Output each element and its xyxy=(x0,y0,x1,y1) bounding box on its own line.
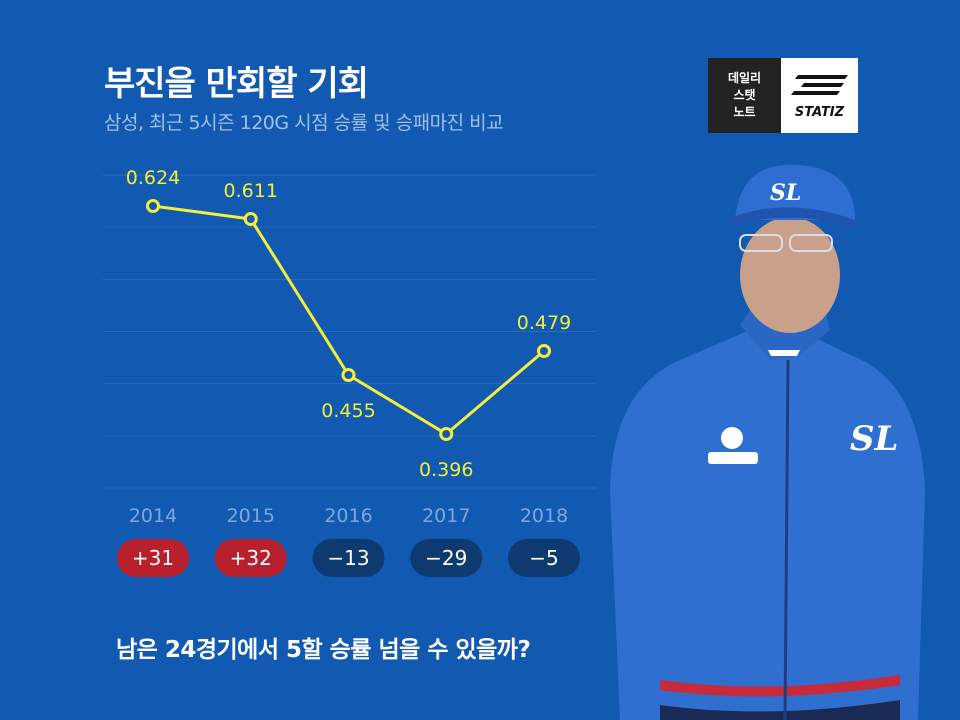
chest-logo-icon: SL xyxy=(850,419,898,459)
x-tick-label: 2014 xyxy=(129,505,177,527)
chart-labels-layer: 0.624 0.611 0.455 0.396 0.479 2014 2015 2016 201… xyxy=(126,167,571,527)
data-point xyxy=(539,346,550,357)
x-tick-label: 2015 xyxy=(227,505,275,527)
margin-badge-label: −29 xyxy=(425,546,467,570)
margin-badge-label: −13 xyxy=(327,546,369,570)
margin-badge-label: −5 xyxy=(529,546,558,570)
margin-badge-label: +31 xyxy=(132,546,174,570)
x-tick-label: 2016 xyxy=(324,505,372,527)
margin-badges-layer: +31 +32 −13 −29 −5 xyxy=(117,539,580,577)
data-label: 0.611 xyxy=(224,180,278,202)
data-point xyxy=(245,214,256,225)
x-tick-label: 2017 xyxy=(422,505,470,527)
x-tick-label: 2018 xyxy=(520,505,568,527)
data-label: 0.624 xyxy=(126,167,180,189)
margin-badge-label: +32 xyxy=(230,546,272,570)
data-point xyxy=(343,370,354,381)
data-label: 0.396 xyxy=(419,459,473,481)
data-label: 0.479 xyxy=(517,312,571,334)
cap-logo-icon: SL xyxy=(770,180,801,206)
footer-question: 남은 24경기에서 5할 승률 넘을 수 있을까? xyxy=(116,630,530,664)
manager-photo: SL SL xyxy=(600,160,940,720)
data-label: 0.455 xyxy=(321,400,375,422)
data-point xyxy=(441,429,452,440)
data-point xyxy=(148,201,159,212)
